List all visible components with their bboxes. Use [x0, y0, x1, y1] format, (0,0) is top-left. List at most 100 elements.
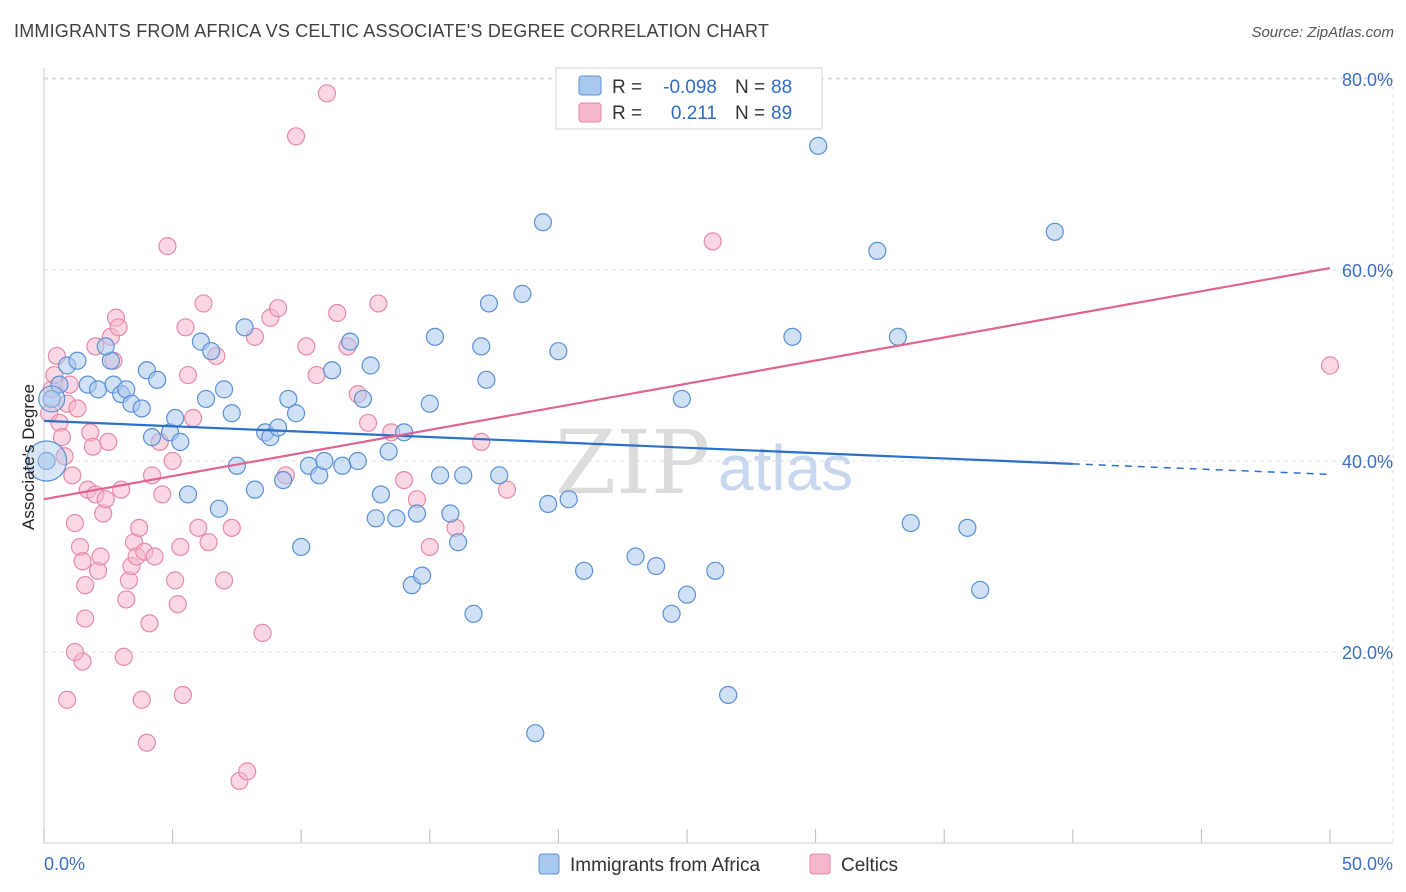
africa-point [340, 332, 360, 351]
legend-africa-label[interactable]: Immigrants from Africa [570, 855, 760, 876]
chart-source: Source: ZipAtlas.com [1251, 24, 1394, 41]
celtics-point [176, 318, 195, 337]
africa-point-large [25, 440, 68, 482]
celtics-point [358, 413, 378, 432]
trend-lines [43, 267, 1331, 501]
africa-point [96, 337, 115, 356]
africa-point [178, 485, 198, 504]
africa-point [142, 428, 162, 447]
africa-point-large [38, 385, 66, 413]
celtics-point [117, 590, 136, 609]
celtics-point [369, 294, 388, 313]
africa-point [626, 547, 645, 566]
africa-point [50, 375, 69, 394]
africa-point [1045, 222, 1064, 241]
africa-point [575, 561, 594, 580]
y-tick-label: 80.0% [1342, 70, 1393, 90]
celtics-point [703, 232, 722, 251]
stats-r-value-1: -0.098 [663, 77, 717, 98]
africa-point [379, 442, 398, 461]
africa-point [719, 685, 738, 705]
africa-point [971, 580, 990, 600]
celtics-point [163, 451, 182, 471]
africa-point [672, 389, 691, 409]
africa-point [706, 561, 725, 580]
celtics-point [140, 614, 159, 633]
africa-point [420, 394, 439, 413]
legend-africa-swatch[interactable] [538, 853, 560, 875]
africa-point [513, 284, 532, 303]
celtics-point [55, 447, 74, 466]
celtics-point [222, 518, 241, 537]
watermark: ZIP atlas [555, 411, 853, 514]
celtics-point [65, 513, 84, 533]
stats-r-value-2: 0.211 [671, 103, 717, 124]
celtics-point [130, 518, 149, 537]
africa-point [166, 408, 185, 428]
africa-point [274, 471, 293, 490]
watermark-atlas: atlas [718, 432, 853, 504]
celtics-point [189, 518, 208, 537]
celtics-point [145, 547, 164, 566]
africa-point [479, 294, 499, 313]
africa-point [454, 466, 473, 485]
africa-point [809, 136, 828, 155]
africa-points [25, 88, 1064, 743]
stats-r-label-2: R = [612, 103, 642, 124]
celtics-point [137, 733, 156, 752]
stats-legend-blue-swatch [578, 75, 602, 96]
africa-trend-line [43, 419, 1073, 465]
africa-point [559, 490, 578, 509]
celtics-point [420, 537, 439, 557]
africa-point [322, 361, 342, 380]
x-tick-label-max: 50.0% [1342, 854, 1393, 874]
watermark-zip: ZIP [555, 411, 710, 514]
africa-point [477, 370, 496, 389]
africa-point [214, 380, 234, 399]
africa-point [279, 389, 298, 409]
celtics-point [168, 595, 187, 614]
celtics-point [199, 533, 218, 552]
africa-point [348, 451, 367, 471]
africa-point [526, 724, 545, 743]
africa-point [371, 485, 391, 504]
africa-point [783, 327, 802, 346]
celtics-point [173, 685, 192, 705]
africa-point [490, 466, 509, 485]
celtics-point [307, 365, 326, 385]
legend-celtics-swatch[interactable] [809, 853, 831, 875]
africa-point [353, 389, 373, 409]
africa-point [88, 380, 108, 399]
celtics-point [63, 466, 82, 485]
celtics-point [68, 399, 87, 418]
celtics-point [317, 84, 337, 103]
stats-n-value-1: 88 [771, 77, 792, 98]
stats-legend: R = -0.098 N = 88 R = 0.211 N = 89 [555, 67, 823, 130]
celtics-point [171, 537, 190, 557]
stats-n-value-2: 89 [771, 103, 792, 124]
africa-point [533, 213, 553, 232]
celtics-point [178, 365, 198, 385]
celtics-point [96, 490, 115, 509]
series-legend: Immigrants from Africa Celtics [538, 853, 898, 876]
celtics-point [58, 690, 77, 709]
africa-point [549, 342, 568, 361]
legend-celtics-label[interactable]: Celtics [841, 855, 898, 876]
africa-point [37, 451, 56, 471]
celtics-point [472, 432, 491, 451]
grid-layer [44, 77, 1394, 843]
africa-point [361, 356, 380, 375]
celtics-point [214, 571, 234, 590]
africa-point [677, 585, 697, 604]
africa-point [235, 318, 254, 337]
africa-point [132, 399, 151, 418]
stats-legend-pink-swatch [578, 102, 602, 123]
celtics-point [184, 408, 203, 428]
africa-point [286, 404, 306, 423]
celtics-point [109, 318, 128, 337]
africa-point [407, 504, 427, 523]
africa-point [472, 337, 491, 356]
celtics-point [166, 571, 185, 590]
africa-trend-extension [1072, 463, 1331, 476]
